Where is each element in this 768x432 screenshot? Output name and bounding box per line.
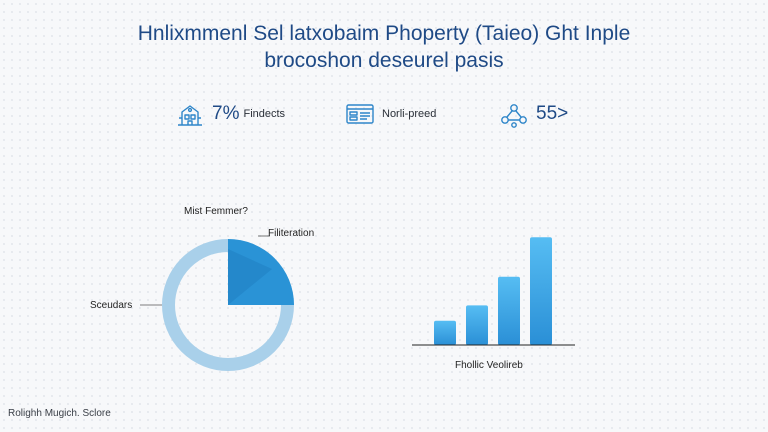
stats-row: 7% Findects Norli-preed 55> (0, 96, 768, 132)
bar-xlabel: Fhollic Veolireb (455, 360, 523, 371)
pie-label-slice-2: Sceudars (90, 300, 133, 311)
stat-norli-preed: Norli-preed (344, 96, 436, 132)
bar-3 (498, 276, 520, 345)
footer-credit: Rolighh Mugich. Sclore (8, 408, 111, 419)
title-line-2: brocoshon deseurel pasis (264, 49, 504, 72)
stat-value: 55> (536, 103, 569, 124)
pie-chart (140, 235, 294, 371)
stat-network: 55> (498, 96, 568, 132)
dashboard-icon (346, 104, 374, 124)
pie-title: Mist Femmer? (184, 206, 248, 217)
stat-findects: 7% Findects (174, 96, 285, 132)
pie-label-slice-1: Filiteration (268, 228, 315, 239)
stat-value: 7% (212, 103, 240, 124)
stat-label: Findects (243, 108, 286, 120)
page-title: Hnlixmmenl Sel latxobaim Phoperty (Taieo… (0, 20, 768, 74)
stat-label: Norli-preed (382, 108, 437, 120)
title-line-1: Hnlixmmenl Sel latxobaim Phoperty (Taieo… (137, 22, 631, 45)
bar-2 (466, 305, 488, 345)
network-icon (501, 104, 527, 128)
pie-slice-1-shade (228, 249, 272, 305)
bar-4 (530, 237, 552, 345)
bar-1 (434, 320, 456, 345)
building-icon (178, 105, 202, 126)
bar-chart (412, 237, 575, 346)
